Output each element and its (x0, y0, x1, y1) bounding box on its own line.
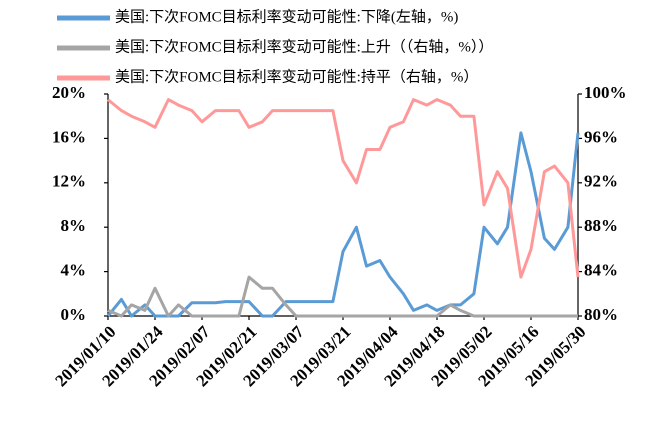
legend-label: 美国:下次FOMC目标利率变动可能性:上升（（右轴，%）） (115, 38, 493, 55)
y2-tick-label: 80% (584, 305, 618, 324)
legend-label: 美国:下次FOMC目标利率变动可能性:下降(左轴，%) (115, 8, 458, 25)
series-line (107, 98, 580, 279)
series-line (106, 131, 580, 318)
y-tick-label: 8% (61, 216, 87, 235)
y-tick-label: 16% (52, 127, 86, 146)
legend-label: 美国:下次FOMC目标利率变动可能性:持平（右轴，%） (115, 68, 478, 85)
y2-tick-label: 92% (584, 172, 618, 191)
y2-tick-label: 96% (584, 127, 618, 146)
y-tick-label: 4% (61, 261, 87, 280)
y2-tick-label: 100% (584, 83, 627, 102)
y-tick-label: 12% (52, 172, 86, 191)
y-tick-label: 0% (61, 305, 87, 324)
y-tick-label: 20% (52, 83, 86, 102)
series-line (107, 275, 578, 318)
y2-tick-label: 84% (584, 261, 618, 280)
y2-tick-label: 88% (584, 216, 618, 235)
